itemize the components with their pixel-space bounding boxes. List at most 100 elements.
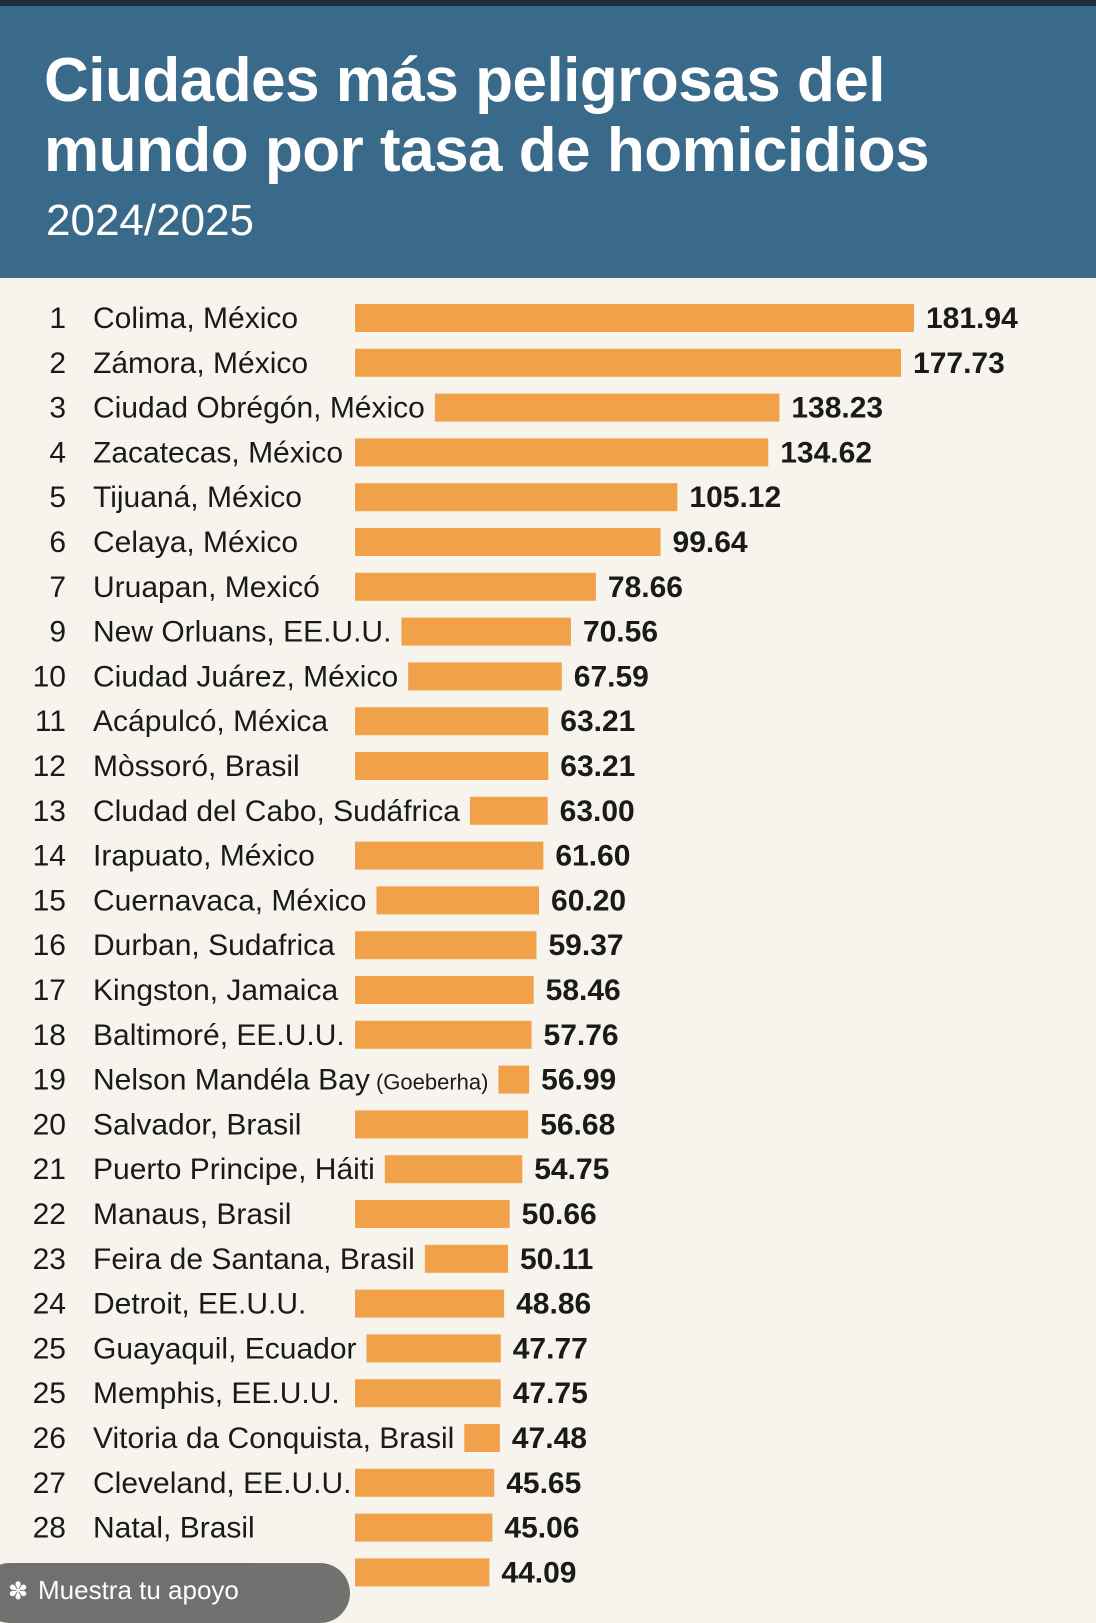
rank-label: 28 [33, 1512, 66, 1545]
city-label: Cleveland, EE.U.U. [93, 1467, 351, 1500]
city-label: Guayaquil, Ecuador [93, 1332, 357, 1365]
rank-label: 18 [33, 1019, 66, 1052]
bar-row: 10 Ciudad Juárez, México 67.59 [33, 660, 649, 693]
city-label: Tijuaná, México [93, 481, 302, 514]
bar-row: 9 New Orluans, EE.U.U. 70.56 [49, 616, 658, 649]
city-label: Zámora, México [93, 347, 308, 380]
rank-label: 11 [35, 705, 66, 738]
value-label: 63.21 [560, 705, 635, 738]
rank-label: 2 [49, 347, 66, 380]
bar-row: 4 Zacatecas, México 134.62 [49, 436, 872, 469]
rank-label: 17 [33, 974, 66, 1007]
city-label: Acápulcó, Méxica [93, 705, 328, 738]
value-label: 56.68 [540, 1108, 615, 1141]
support-button-label: Muestra tu apoyo [38, 1575, 239, 1605]
rank-label: 12 [33, 750, 66, 783]
city-label: Ciudad Obrégón, México [93, 392, 425, 425]
support-button[interactable]: ✽ Muestra tu apoyo [0, 1563, 350, 1623]
value-label: 70.56 [583, 616, 658, 649]
bar-row: 12 Mòssoró, Brasil 63.21 [33, 750, 636, 783]
rank-label: 14 [33, 840, 66, 873]
bar-row: 18 Baltimoré, EE.U.U. 57.76 [33, 1019, 619, 1052]
bar [355, 1513, 493, 1542]
bar [384, 1155, 523, 1184]
rank-label: 1 [49, 302, 66, 335]
bar [355, 1289, 505, 1318]
bar [464, 1424, 500, 1452]
bar-row: 17 Kingston, Jamaica 58.46 [33, 974, 621, 1007]
value-label: 63.21 [560, 750, 635, 783]
bar-row: 6 Celaya, México 99.64 [49, 526, 748, 559]
rank-label: 21 [33, 1153, 66, 1186]
bar-row: 14 Irapuato, México 61.60 [33, 840, 631, 873]
value-label: 105.12 [689, 481, 781, 514]
bar [434, 393, 780, 422]
value-label: 59.37 [548, 929, 623, 962]
value-label: 78.66 [608, 571, 683, 604]
value-label: 48.86 [516, 1288, 591, 1321]
rank-label: 4 [49, 436, 66, 469]
city-label: Irapuato, México [93, 840, 315, 873]
star-icon: ✽ [8, 1578, 29, 1605]
city-label: Zacatecas, México [93, 436, 343, 469]
city-label: Uruapan, Mexicó [93, 571, 320, 604]
value-label: 50.66 [522, 1198, 597, 1231]
bar-row: 2 Zámora, México 177.73 [49, 347, 1004, 380]
bar-row: 13 Cludad del Cabo, Sudáfrica 63.00 [33, 795, 635, 828]
value-label: 138.23 [791, 392, 883, 425]
bar [355, 1558, 490, 1587]
rank-label: 20 [33, 1108, 66, 1141]
bar-row: 25 Guayaquil, Ecuador 47.77 [33, 1332, 588, 1365]
bar-row: 5 Tijuaná, México 105.12 [49, 481, 781, 514]
rank-label: 6 [49, 526, 66, 559]
city-label: Manaus, Brasil [93, 1198, 291, 1231]
city-label: Puerto Principe, Háiti [93, 1153, 375, 1186]
bar [355, 1200, 510, 1228]
value-label: 58.46 [546, 974, 621, 1007]
value-label: 177.73 [913, 347, 1005, 380]
rank-label: 3 [49, 392, 66, 425]
bar [355, 438, 769, 467]
bar [355, 841, 544, 870]
value-label: 61.60 [555, 840, 630, 873]
city-label: Durban, Sudafrica [93, 929, 335, 962]
value-label: 134.62 [780, 436, 872, 469]
bar-row: 24 Detroit, EE.U.U. 48.86 [33, 1288, 592, 1321]
rank-label: 10 [33, 660, 66, 693]
value-label: 45.65 [506, 1467, 581, 1500]
value-label: 67.59 [574, 660, 649, 693]
bar-row: 16 Durban, Sudafrica 59.37 [33, 929, 624, 962]
bar-row: 27 Cleveland, EE.U.U. 45.65 [33, 1467, 582, 1500]
rank-label: 16 [33, 929, 66, 962]
rank-label: 26 [33, 1422, 66, 1455]
value-label: 54.75 [534, 1153, 609, 1186]
bar-row: 1 Colima, México 181.94 [49, 302, 1018, 335]
chart-subtitle: 2024/2025 [46, 196, 254, 245]
city-label: Baltimoré, EE.U.U. [93, 1019, 345, 1052]
value-label: 47.48 [512, 1422, 587, 1455]
rank-label: 5 [49, 481, 66, 514]
city-label: Nelson Mandéla Bay (Goeberha) [93, 1064, 488, 1097]
rank-label: 22 [33, 1198, 66, 1231]
city-label: Mòssoró, Brasil [93, 750, 300, 783]
bar-chart: 1 Colima, México 181.94 2 Zámora, México 177.… [33, 302, 1018, 1589]
bar [355, 1468, 495, 1497]
city-label: Feira de Santana, Brasil [93, 1243, 415, 1276]
bar [355, 976, 534, 1004]
bar-row: 21 Puerto Principe, Háiti 54.75 [33, 1153, 610, 1186]
rank-label: 25 [33, 1377, 66, 1410]
bar [401, 617, 571, 646]
bar [355, 528, 661, 556]
bar [355, 1110, 529, 1139]
bar-row: 23 Feira de Santana, Brasil 50.11 [33, 1243, 594, 1276]
bar [376, 886, 540, 915]
bar-row: 3 Ciudad Obrégón, México 138.23 [49, 392, 883, 425]
value-label: 56.99 [541, 1064, 616, 1097]
bar [355, 572, 596, 601]
bar-row: 15 Cuernavaca, México 60.20 [33, 884, 626, 917]
rank-label: 19 [33, 1064, 66, 1097]
rank-label: 27 [33, 1467, 66, 1500]
city-label: Colima, México [93, 302, 298, 335]
rank-label: 9 [49, 616, 66, 649]
top-edge [0, 0, 1096, 6]
